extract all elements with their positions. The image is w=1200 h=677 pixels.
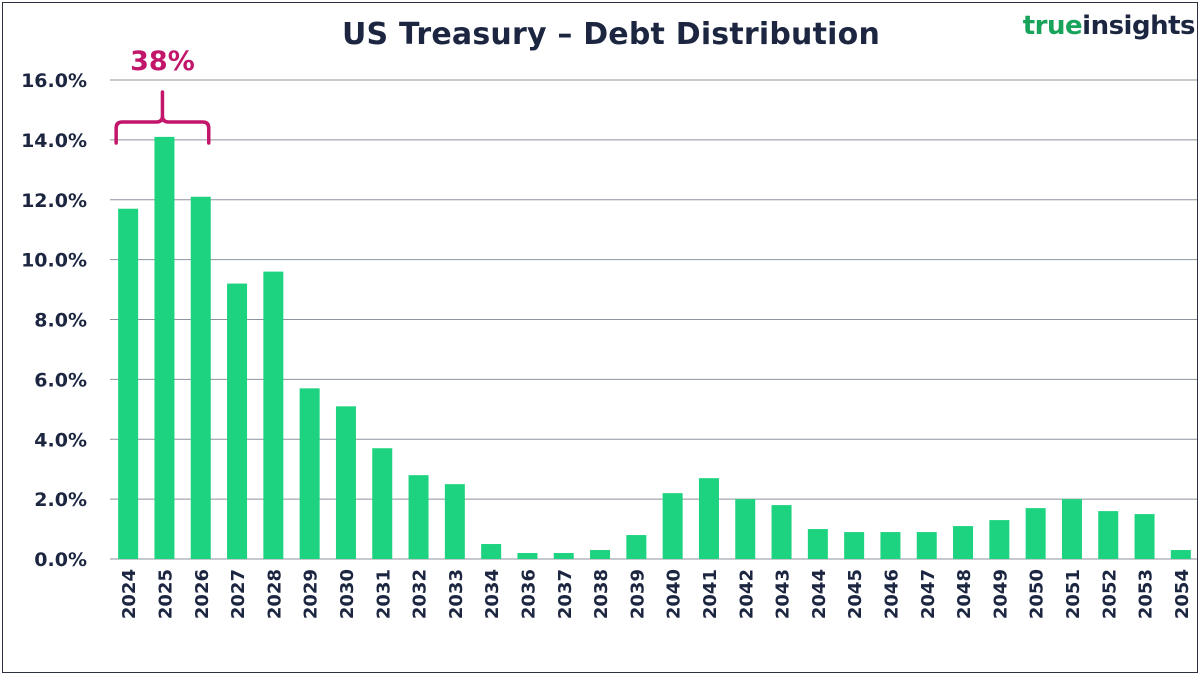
bar <box>807 529 828 559</box>
x-tick-label: 2049 <box>990 569 1011 619</box>
x-tick-label: 2031 <box>373 569 394 619</box>
x-tick-label: 2044 <box>809 569 830 619</box>
annotation-brace <box>114 90 211 145</box>
bar-chart: 0.0% 2.0% 4.0% 6.0% 8.0% 10.0% 12.0% 14.0% 16.0%… <box>21 46 1197 619</box>
bar <box>1061 499 1082 559</box>
x-tick-label: 2034 <box>482 569 503 619</box>
bar <box>953 526 974 559</box>
bar <box>590 550 611 559</box>
x-tick-label: 2047 <box>918 569 939 619</box>
bar <box>989 520 1010 559</box>
brand-logo: trueinsights <box>1022 11 1196 41</box>
x-axis: 2024 2025 2026 2027 2028 2029 2030 2031 2032 2033… <box>119 569 1193 619</box>
bar <box>626 535 647 559</box>
x-tick-label: 2036 <box>518 569 539 619</box>
bar <box>118 208 139 559</box>
x-tick-label: 2050 <box>1027 569 1048 619</box>
y-tick-label: 8.0% <box>34 310 87 332</box>
x-tick-label: 2030 <box>337 569 358 619</box>
bar <box>844 532 865 559</box>
bar <box>662 493 683 559</box>
x-tick-label: 2038 <box>591 569 612 619</box>
x-tick-label: 2024 <box>119 569 140 619</box>
bar <box>1098 511 1119 559</box>
y-tick-label: 0.0% <box>34 549 87 571</box>
gridlines <box>110 79 1197 560</box>
x-tick-label: 2051 <box>1063 569 1084 619</box>
x-tick-label: 2033 <box>446 569 467 619</box>
bar <box>263 271 284 559</box>
bar <box>227 283 248 559</box>
annotation: 38% <box>114 46 211 145</box>
x-tick-label: 2041 <box>700 569 721 619</box>
x-tick-label: 2029 <box>301 569 322 619</box>
bar <box>1134 514 1155 559</box>
bar <box>916 532 937 559</box>
x-tick-label: 2043 <box>773 569 794 619</box>
y-tick-label: 10.0% <box>21 250 87 272</box>
bar <box>481 544 502 559</box>
x-tick-label: 2025 <box>155 569 176 619</box>
x-tick-label: 2027 <box>228 569 249 619</box>
chart-title: US Treasury – Debt Distribution <box>341 17 880 52</box>
x-tick-label: 2052 <box>1099 569 1120 619</box>
x-tick-label: 2053 <box>1136 569 1157 619</box>
bar <box>771 505 792 559</box>
x-tick-label: 2026 <box>192 569 213 619</box>
bar <box>154 136 175 559</box>
y-tick-label: 4.0% <box>34 429 87 451</box>
bar <box>880 532 901 559</box>
brand-word-true: true <box>1022 11 1083 41</box>
bars <box>118 136 1191 559</box>
x-tick-label: 2032 <box>410 569 431 619</box>
y-axis: 0.0% 2.0% 4.0% 6.0% 8.0% 10.0% 12.0% 14.0% 16.0% <box>21 70 87 571</box>
bar <box>190 196 211 559</box>
x-tick-label: 2042 <box>736 569 757 619</box>
bar <box>735 499 756 559</box>
y-tick-label: 6.0% <box>34 369 87 391</box>
x-tick-label: 2048 <box>954 569 975 619</box>
y-tick-label: 12.0% <box>21 190 87 212</box>
y-tick-label: 14.0% <box>21 130 87 152</box>
brand-word-insights: insights <box>1082 11 1195 41</box>
x-tick-label: 2045 <box>845 569 866 619</box>
bar <box>408 475 429 559</box>
y-tick-label: 2.0% <box>34 489 87 511</box>
x-tick-label: 2037 <box>555 569 576 619</box>
bar <box>444 484 465 559</box>
y-tick-label: 16.0% <box>21 70 87 92</box>
bar <box>1170 550 1191 559</box>
bar <box>553 553 574 559</box>
x-tick-label: 2046 <box>881 569 902 619</box>
x-tick-label: 2028 <box>264 569 285 619</box>
x-tick-label: 2040 <box>664 569 685 619</box>
annotation-label: 38% <box>130 46 195 77</box>
bar <box>1025 508 1046 559</box>
x-tick-label: 2054 <box>1172 569 1193 619</box>
bar <box>335 406 356 559</box>
x-tick-label: 2039 <box>627 569 648 619</box>
bar <box>517 553 538 559</box>
bar <box>698 478 719 559</box>
bar <box>299 388 320 559</box>
bar <box>372 448 393 559</box>
